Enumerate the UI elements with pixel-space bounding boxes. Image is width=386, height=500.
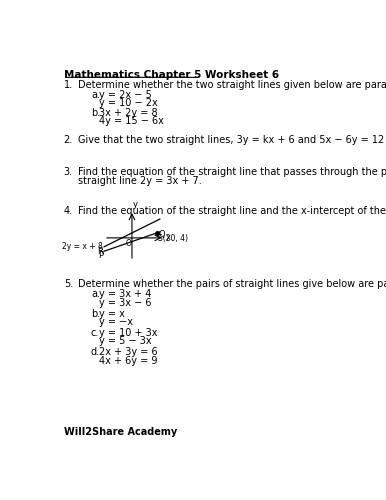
Text: a.: a. bbox=[91, 90, 100, 100]
Text: 2.: 2. bbox=[64, 134, 73, 144]
Text: d.: d. bbox=[91, 347, 100, 357]
Text: c.: c. bbox=[91, 328, 99, 338]
Text: y = 10 − 2x: y = 10 − 2x bbox=[99, 98, 157, 108]
Text: y = 2x − 5: y = 2x − 5 bbox=[99, 90, 151, 100]
Text: O: O bbox=[125, 238, 131, 248]
Text: Find the equation of the straight line that passes through the point (2,-3) and : Find the equation of the straight line t… bbox=[78, 167, 386, 177]
Text: 4.: 4. bbox=[64, 206, 73, 216]
Text: y = x: y = x bbox=[99, 308, 125, 318]
Text: P: P bbox=[98, 252, 103, 260]
Text: Find the equation of the straight line and the x-intercept of the straight line : Find the equation of the straight line a… bbox=[78, 206, 386, 216]
Text: 5.: 5. bbox=[64, 280, 73, 289]
Text: y = 3x − 6: y = 3x − 6 bbox=[99, 298, 151, 308]
Text: b.: b. bbox=[91, 308, 100, 318]
Text: S(20, 4): S(20, 4) bbox=[158, 234, 188, 242]
Text: y = 3x + 4: y = 3x + 4 bbox=[99, 290, 151, 300]
Text: Give that the two straight lines, 3y = kx + 6 and 5x − 6y = 12 are parallel, fin: Give that the two straight lines, 3y = k… bbox=[78, 134, 386, 144]
Text: y = 5 − 3x: y = 5 − 3x bbox=[99, 336, 151, 346]
Text: Q: Q bbox=[158, 230, 165, 239]
Text: Will2Share Academy: Will2Share Academy bbox=[64, 428, 177, 438]
Text: 4y = 15 − 6x: 4y = 15 − 6x bbox=[99, 116, 164, 126]
Text: y = −x: y = −x bbox=[99, 317, 133, 327]
Text: 1.: 1. bbox=[64, 80, 73, 90]
Text: y: y bbox=[133, 200, 138, 208]
Text: 3x + 2y = 8: 3x + 2y = 8 bbox=[99, 108, 157, 118]
Text: Mathematics Chapter 5 Worksheet 6: Mathematics Chapter 5 Worksheet 6 bbox=[64, 70, 279, 80]
Text: 4x + 6y = 9: 4x + 6y = 9 bbox=[99, 356, 157, 366]
Text: x: x bbox=[166, 232, 171, 241]
Text: b.: b. bbox=[91, 108, 100, 118]
Text: Determine whether the pairs of straight lines give below are parallel.: Determine whether the pairs of straight … bbox=[78, 280, 386, 289]
Text: R: R bbox=[96, 247, 103, 256]
Text: 2y = x + 8: 2y = x + 8 bbox=[62, 242, 103, 250]
Text: y = 10 + 3x: y = 10 + 3x bbox=[99, 328, 157, 338]
Text: 2x + 3y = 6: 2x + 3y = 6 bbox=[99, 347, 157, 357]
Text: Determine whether the two straight lines given below are parallel.: Determine whether the two straight lines… bbox=[78, 80, 386, 90]
Text: a.: a. bbox=[91, 290, 100, 300]
Text: straight line 2y = 3x + 7.: straight line 2y = 3x + 7. bbox=[78, 176, 201, 186]
Text: 3.: 3. bbox=[64, 167, 73, 177]
